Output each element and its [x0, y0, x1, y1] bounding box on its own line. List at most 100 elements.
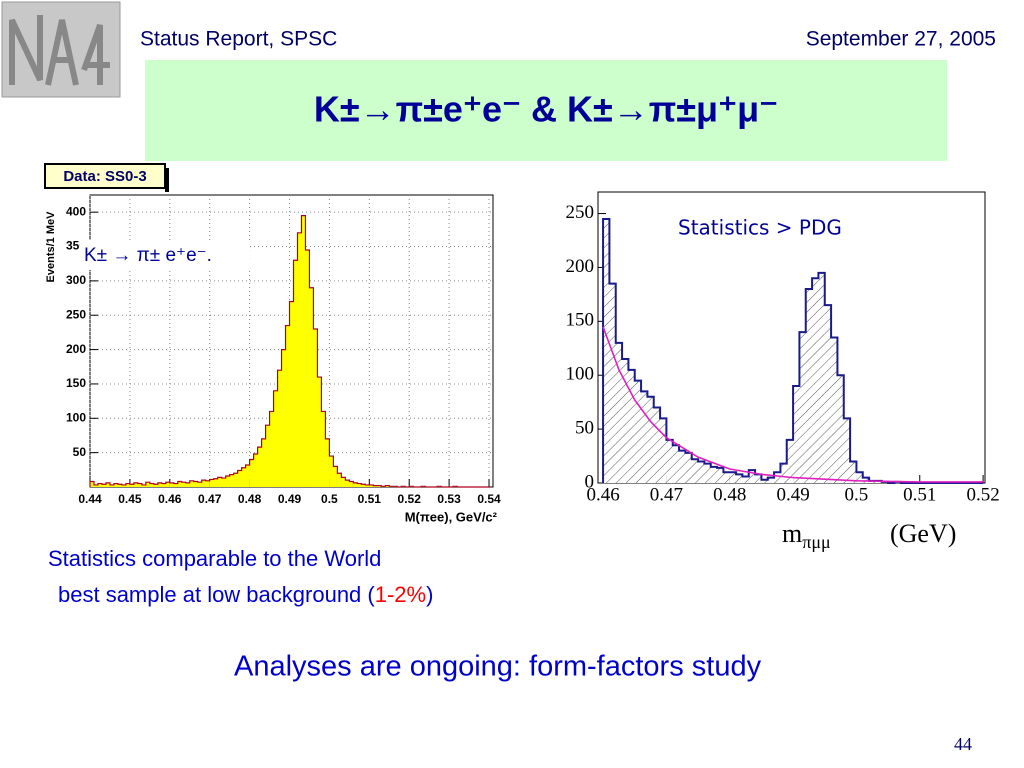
annotation-bg: [80, 240, 250, 270]
histogram-bar: [341, 477, 346, 487]
histogram-bar: [201, 480, 206, 487]
y-tick-label: 50: [73, 445, 87, 459]
x-tick-label: 0.54: [477, 492, 501, 506]
histogram-bar: [653, 407, 661, 483]
histogram-bar: [345, 480, 350, 487]
histogram-bar: [742, 476, 749, 483]
note-line: best sample at low background (1-2%): [58, 582, 433, 607]
histogram-bar: [317, 377, 322, 487]
y-tick-label: 400: [66, 204, 86, 218]
histogram-bar: [157, 482, 162, 487]
histogram-bar: [761, 479, 768, 483]
y-tick-label: 100: [566, 364, 595, 385]
histogram-bar: [93, 484, 98, 487]
histogram-bar: [337, 473, 342, 487]
histogram-bar: [161, 483, 166, 487]
histogram-bar: [755, 474, 762, 483]
x-tick-label: 0.51: [903, 484, 936, 505]
histogram-bar: [609, 283, 616, 483]
histogram-bar: [301, 215, 306, 488]
histogram-bar: [193, 481, 198, 487]
y-tick-label: 250: [566, 202, 595, 223]
header-right: September 27, 2005: [806, 28, 996, 51]
histogram-bar: [129, 484, 134, 487]
x-tick-label: 0.49: [776, 484, 809, 505]
y-tick-label: 150: [566, 310, 595, 331]
histogram-bar: [622, 359, 629, 483]
histogram-bar: [105, 482, 110, 487]
histogram-bar: [277, 370, 282, 487]
y-tick-label: 0: [585, 471, 595, 492]
x-tick-label: 0.5: [321, 492, 338, 506]
fit-line: [602, 326, 984, 483]
histogram-bar: [189, 480, 194, 487]
histogram-bar: [113, 483, 118, 487]
histogram-bar: [748, 470, 756, 483]
histogram-bar: [786, 439, 794, 483]
title-box: [145, 60, 947, 161]
histogram-bar: [173, 483, 178, 487]
histogram-bar: [209, 479, 214, 487]
histogram-bar: [603, 218, 610, 483]
histogram-bar: [666, 439, 673, 483]
histogram-bar: [831, 337, 838, 483]
histogram-bar: [241, 467, 246, 487]
histogram-bar: [850, 461, 857, 483]
histogram-bar: [685, 452, 692, 483]
histogram-bar: [245, 465, 250, 487]
histogram-bar: [641, 391, 648, 483]
histogram-bar: [261, 438, 266, 487]
histogram-bar: [165, 482, 170, 487]
histogram-bar: [249, 459, 254, 487]
histogram-bar: [799, 332, 806, 483]
histogram-bar: [125, 483, 130, 487]
histogram-bar: [225, 476, 230, 487]
histogram-bar: [145, 482, 150, 487]
y-tick-label: 150: [66, 376, 86, 390]
title: K±→π±e⁺e⁻ & K±→π±μ⁺μ⁻: [314, 89, 778, 130]
histogram-bar: [717, 467, 724, 483]
histogram-bar: [365, 484, 370, 487]
histogram-bar: [679, 450, 686, 483]
histogram-bar: [369, 484, 374, 487]
histogram-bar: [361, 484, 366, 487]
histogram-bar: [357, 483, 362, 487]
histogram-bar: [377, 485, 382, 487]
x-tick-label: 0.51: [358, 492, 382, 506]
histogram-bar: [793, 386, 800, 483]
note-text: best sample at low background (: [58, 582, 375, 607]
x-axis-label-main: m: [782, 519, 802, 548]
histogram-bar: [812, 278, 819, 483]
histogram-bar: [90, 481, 94, 487]
histogram-bar: [153, 484, 158, 487]
conclusion: Analyses are ongoing: form-factors study: [234, 651, 762, 683]
histogram-bar: [321, 411, 326, 487]
histogram-bar: [305, 249, 310, 487]
histogram-bar: [185, 482, 190, 487]
histogram-bar: [704, 463, 711, 483]
histogram-bar: [672, 445, 680, 483]
histogram-bar: [221, 478, 226, 487]
histogram-bar: [217, 477, 222, 487]
histogram-bar: [233, 473, 238, 487]
histogram-bar: [285, 325, 290, 487]
y-tick-label: 200: [66, 342, 86, 356]
histogram-bar: [373, 485, 378, 487]
histogram-bar: [141, 484, 146, 487]
x-tick-label: 0.47: [198, 492, 222, 506]
x-axis-label: mπμμ: [782, 519, 831, 552]
note-line: Statistics comparable to the World: [48, 546, 381, 571]
histogram-bar: [273, 390, 278, 487]
histogram-bar: [133, 482, 138, 487]
histogram-bar: [97, 483, 102, 487]
histogram-bar: [293, 260, 298, 487]
histogram-bar: [647, 396, 654, 483]
histogram-bar: [313, 328, 318, 487]
histogram-outline: [602, 217, 984, 484]
histogram-bar: [333, 466, 338, 487]
histogram-bar: [181, 482, 186, 487]
histogram-bar: [349, 481, 354, 487]
x-axis-label-sub: πμμ: [802, 532, 830, 552]
